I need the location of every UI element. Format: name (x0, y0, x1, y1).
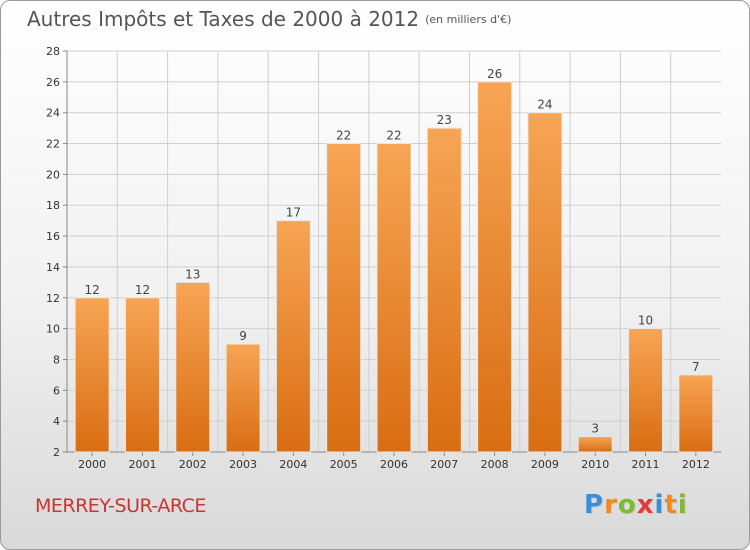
y-tick-label: 8 (53, 353, 60, 366)
bar (678, 374, 714, 453)
logo-letter: x (636, 490, 655, 520)
y-tick-label: 14 (46, 261, 60, 274)
logo-letter: r (604, 490, 618, 520)
logo-letter: P (584, 490, 605, 520)
data-label: 13 (185, 267, 200, 281)
bar (326, 143, 362, 453)
data-label: 22 (386, 129, 401, 143)
x-tick-label: 2003 (229, 458, 257, 471)
logo-letter: o (617, 490, 637, 520)
y-tick-label: 20 (46, 168, 60, 181)
data-labels: 12 12 13 9 17 22 22 23 26 24 3 10 7 (85, 67, 700, 436)
x-tick-label: 2009 (531, 458, 559, 471)
y-tick-label: 24 (46, 107, 60, 120)
logo-letter: i (654, 490, 665, 520)
x-tick-label: 2002 (179, 458, 207, 471)
bar (175, 281, 211, 453)
location-name: MERREY-SUR-ARCE (35, 495, 206, 517)
bar (225, 343, 261, 453)
logo-letter: t (664, 490, 678, 520)
bar (628, 328, 664, 453)
y-tick-label: 28 (46, 45, 60, 58)
bar (124, 297, 160, 453)
bar (74, 297, 110, 453)
y-tick-label: 18 (46, 199, 60, 212)
y-tick-label: 4 (53, 415, 60, 428)
bar (376, 143, 412, 453)
data-label: 10 (638, 314, 653, 328)
x-tick-label: 2007 (430, 458, 458, 471)
data-label: 9 (239, 329, 247, 343)
y-tick-label: 6 (53, 384, 60, 397)
x-tick-label: 2010 (581, 458, 609, 471)
x-tick-label: 2001 (128, 458, 156, 471)
x-tick-label: 2011 (632, 458, 660, 471)
data-label: 26 (487, 67, 502, 81)
y-tick-label: 12 (46, 292, 60, 305)
x-tick-label: 2005 (330, 458, 358, 471)
bars (74, 81, 714, 453)
logo-letter: i (677, 490, 688, 520)
y-tick-label: 2 (53, 446, 60, 459)
chart-title-text: Autres Impôts et Taxes de 2000 à 2012 (27, 7, 420, 31)
data-label: 7 (692, 360, 700, 374)
data-label: 24 (537, 98, 552, 112)
data-label: 23 (437, 113, 452, 127)
x-tick-label: 2004 (279, 458, 307, 471)
y-tick-label: 10 (46, 323, 60, 336)
y-tick-label: 26 (46, 76, 60, 89)
x-tick-label: 2000 (78, 458, 106, 471)
data-label: 3 (591, 422, 599, 436)
bar (477, 81, 513, 453)
data-label: 12 (85, 283, 100, 297)
bar (426, 127, 462, 453)
chart-title: Autres Impôts et Taxes de 2000 à 2012 (en… (27, 7, 511, 31)
y-tick-label: 16 (46, 230, 60, 243)
chart-subtitle: (en milliers d'€) (425, 13, 512, 26)
data-label: 17 (286, 206, 301, 220)
bar (577, 436, 613, 453)
data-label: 12 (135, 283, 150, 297)
proxiti-logo: Proxiti (584, 490, 688, 520)
x-tick-label: 2008 (481, 458, 509, 471)
bar (527, 112, 563, 453)
data-label: 22 (336, 129, 351, 143)
bar (275, 220, 311, 453)
x-tick-label: 2006 (380, 458, 408, 471)
y-tick-label: 22 (46, 138, 60, 151)
x-tick-label: 2012 (682, 458, 710, 471)
